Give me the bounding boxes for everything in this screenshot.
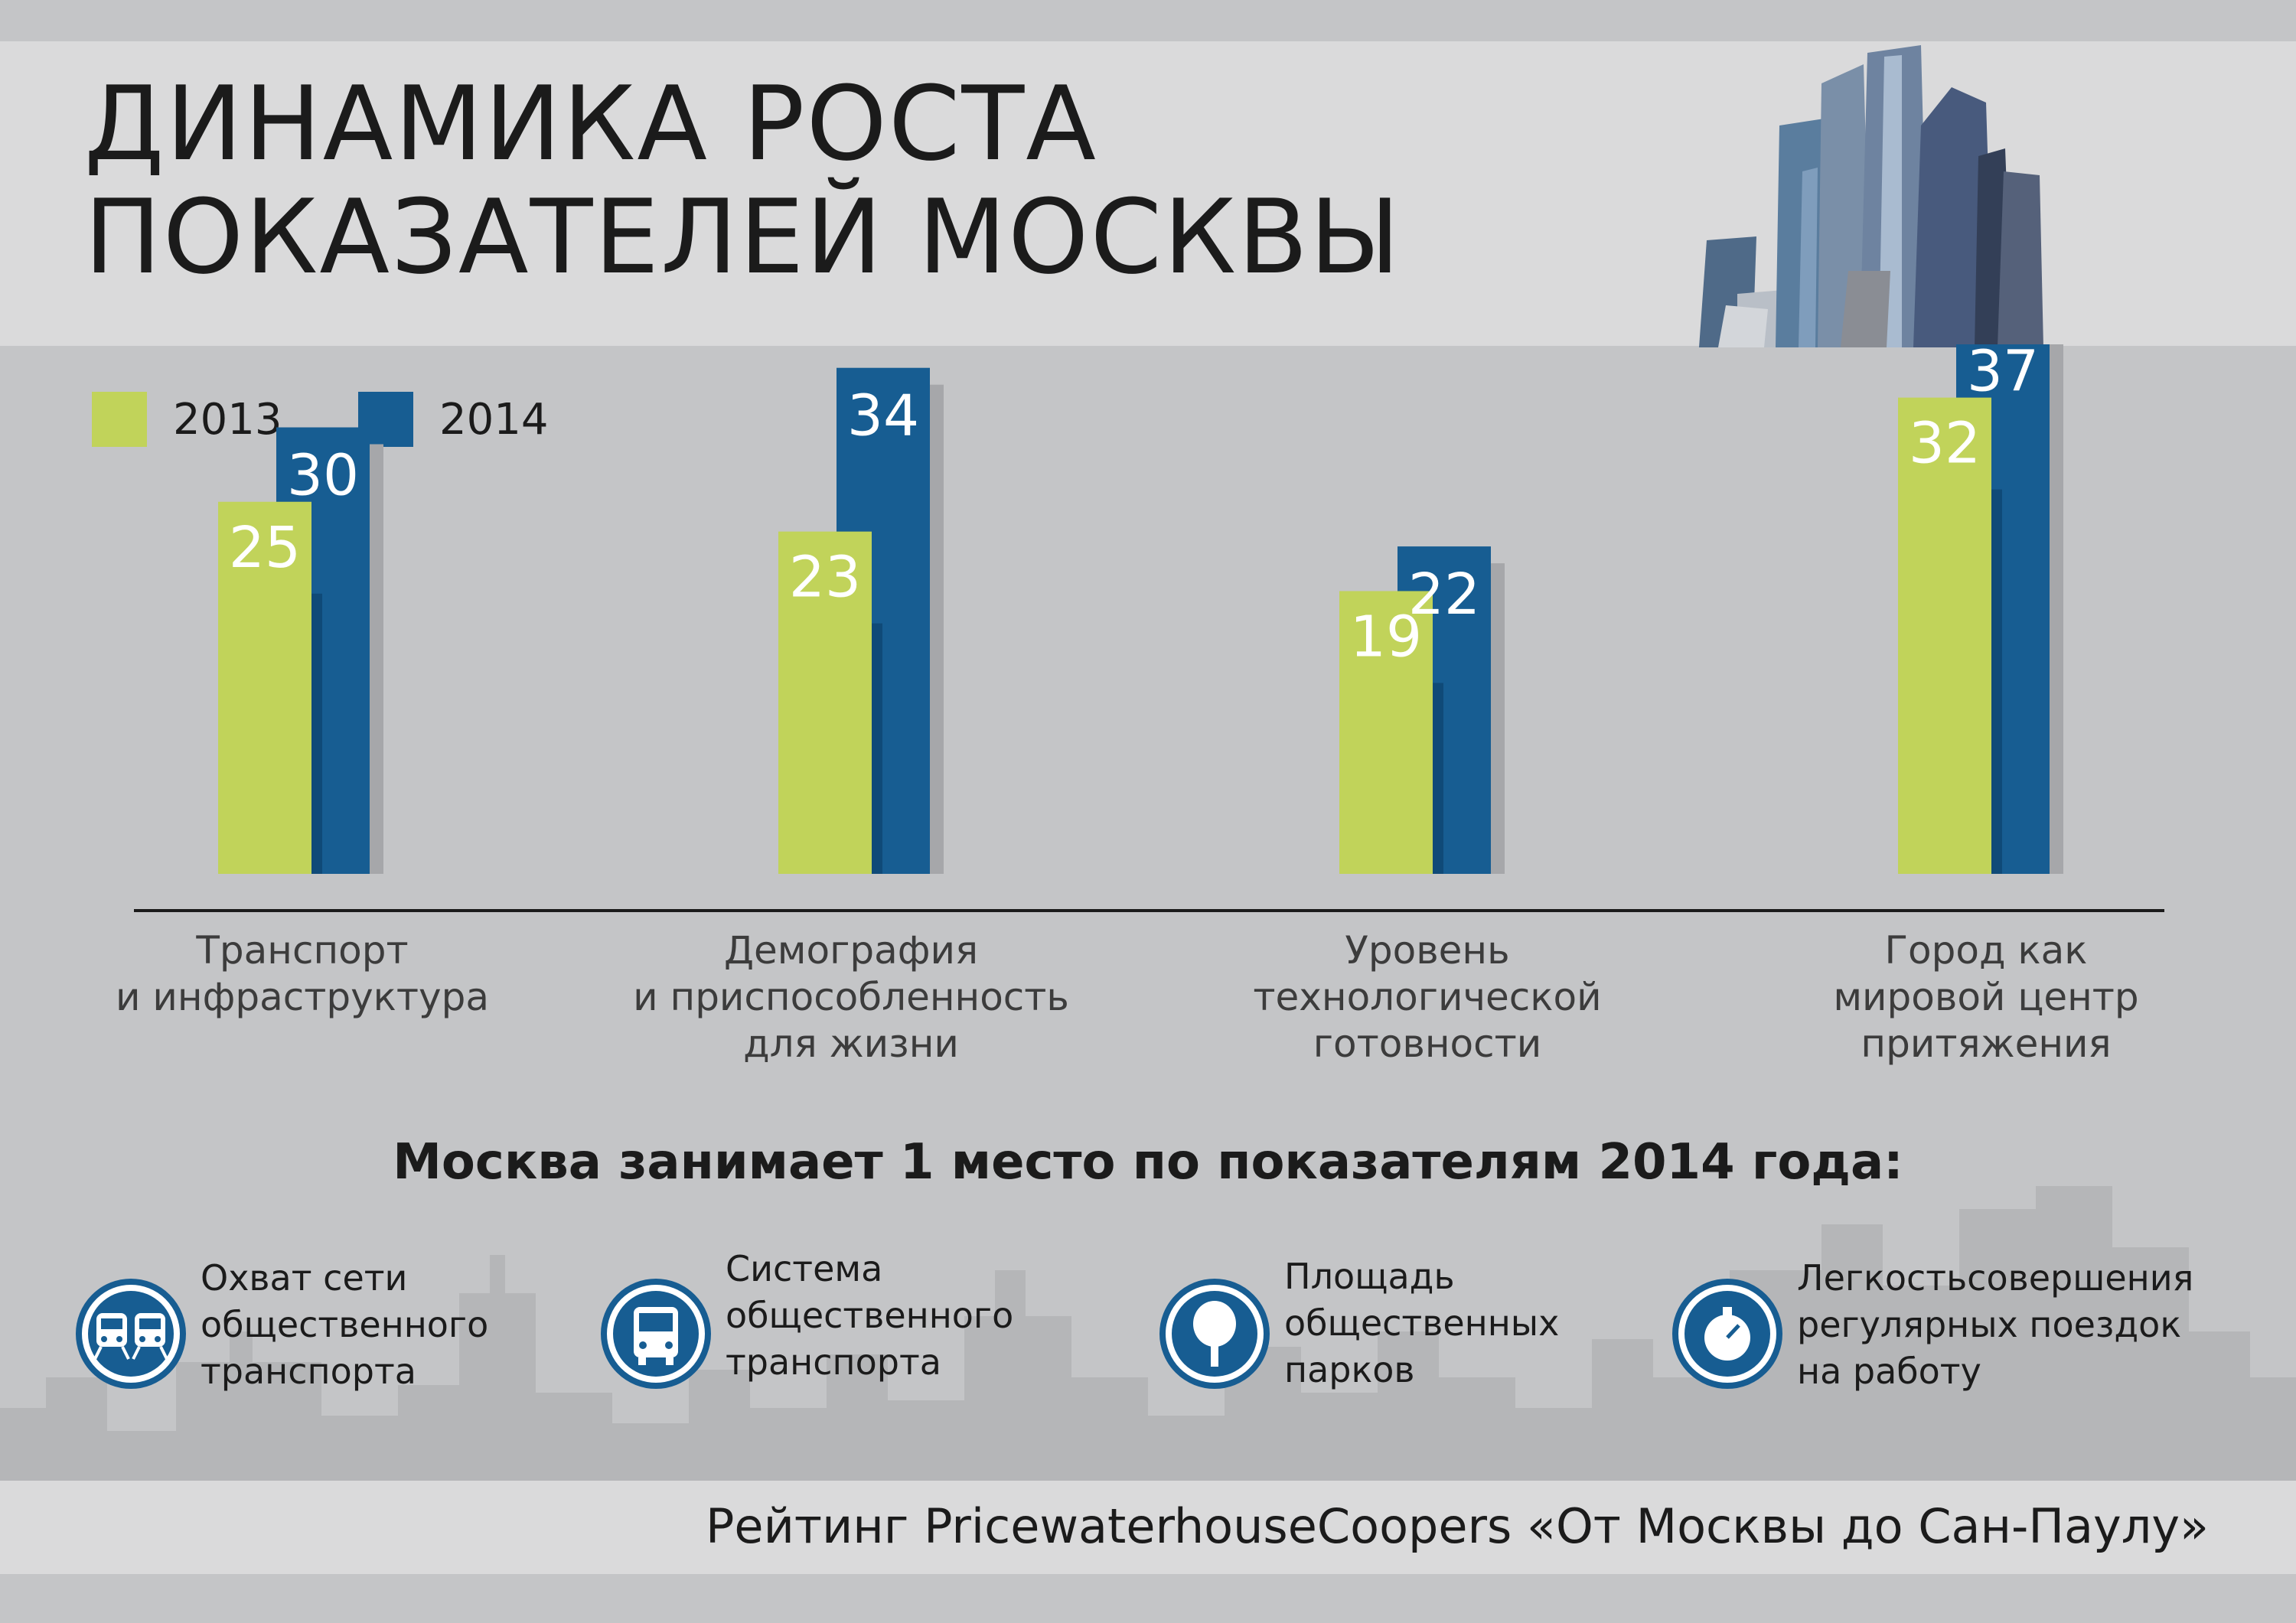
category-label-line: и инфраструктура xyxy=(116,975,489,1019)
page-title: ДИНАМИКА РОСТА ПОКАЗАТЕЛЕЙ МОСКВЫ xyxy=(84,67,1615,294)
feature-line: общественных xyxy=(1284,1302,1560,1344)
bar-inner-shade xyxy=(1991,489,2002,874)
headline: Москва занимает 1 место по показателям 2… xyxy=(393,1134,1903,1191)
city-silhouette xyxy=(0,1186,2296,1484)
feature-line: регулярных поездок xyxy=(1797,1304,2182,1345)
category-label-line: мировой центр xyxy=(1833,975,2139,1019)
footer-band xyxy=(0,1481,2296,1574)
data-label-2014: 37 xyxy=(1967,344,2039,404)
bottom-stripe xyxy=(0,1574,2296,1623)
category-label: Демография и приспособленность для жизни xyxy=(606,927,1096,1067)
data-label-2014: 30 xyxy=(287,443,359,509)
data-label-2013: 19 xyxy=(1350,604,1422,670)
feature-line: общественного xyxy=(201,1304,489,1345)
feature-text: Площадь общественных парков xyxy=(1284,1253,1713,1393)
title-line-2: ПОКАЗАТЕЛЕЙ МОСКВЫ xyxy=(84,178,1402,297)
tree-icon xyxy=(1159,1279,1270,1389)
feature-line: транспорта xyxy=(201,1351,416,1392)
top-stripe xyxy=(0,0,2296,41)
feature-line: транспорта xyxy=(726,1341,941,1383)
feature-line: Площадь xyxy=(1284,1256,1455,1297)
legend-item-2014: 2014 xyxy=(358,392,549,447)
feature-text: Система общественного транспорта xyxy=(726,1246,1154,1386)
category-label-line: технологической xyxy=(1253,975,1602,1019)
feature-line: общественного xyxy=(726,1295,1014,1336)
data-label-2013: 32 xyxy=(1909,411,1981,477)
category-label-line: Уровень xyxy=(1345,928,1510,973)
feature-line: Система xyxy=(726,1248,883,1289)
feature-line: парков xyxy=(1284,1349,1415,1390)
category-label: Город как мировой центр притяжения xyxy=(1741,927,2231,1067)
category-label-line: готовности xyxy=(1313,1022,1542,1066)
train-icon xyxy=(76,1279,186,1389)
feature-line: Охват сети xyxy=(201,1257,408,1299)
stopwatch-icon xyxy=(1672,1279,1782,1389)
category-label-line: и приспособленность xyxy=(633,975,1069,1019)
bar-2013 xyxy=(1898,397,1991,874)
feature-line: на работу xyxy=(1797,1351,1981,1392)
data-label-2014: 22 xyxy=(1408,562,1480,627)
category-label-line: притяжения xyxy=(1861,1022,2112,1066)
moscow-city-skyline-illustration xyxy=(1699,45,2043,347)
legend-label-2014: 2014 xyxy=(439,394,549,445)
category-label-line: для жизни xyxy=(743,1022,959,1066)
legend-label-2013: 2013 xyxy=(173,394,282,445)
data-label-2013: 23 xyxy=(789,545,861,611)
data-label-2013: 25 xyxy=(229,515,301,581)
category-label-line: Город как xyxy=(1884,928,2088,973)
data-label-2014: 34 xyxy=(847,383,919,449)
bar-2013 xyxy=(218,501,311,874)
category-label: Уровень технологической готовности xyxy=(1182,927,1672,1067)
bar-2013 xyxy=(778,531,872,874)
bar-2013 xyxy=(1339,591,1433,874)
bar-inner-shade xyxy=(311,593,322,874)
source-caption: Рейтинг PricewaterhouseCoopers «От Москв… xyxy=(706,1498,2209,1554)
category-label-line: Транспорт xyxy=(196,928,409,973)
feature-line: Легкостьсовершения xyxy=(1797,1257,2194,1299)
feature-text: Легкостьсовершения регулярных поездок на… xyxy=(1797,1255,2226,1395)
bar-group: 34 23 xyxy=(778,367,944,874)
category-label-line: Демография xyxy=(723,928,979,973)
legend-item-2013: 2013 xyxy=(92,392,282,447)
bar-inner-shade xyxy=(1433,683,1443,874)
category-label: Транспорт и инфраструктура xyxy=(57,927,547,1021)
bus-icon xyxy=(601,1279,711,1389)
legend-swatch-2013 xyxy=(92,392,147,447)
bar-inner-shade xyxy=(872,623,882,874)
feature-text: Охват сети общественного транспорта xyxy=(201,1255,629,1395)
title-line-1: ДИНАМИКА РОСТА xyxy=(84,64,1097,184)
